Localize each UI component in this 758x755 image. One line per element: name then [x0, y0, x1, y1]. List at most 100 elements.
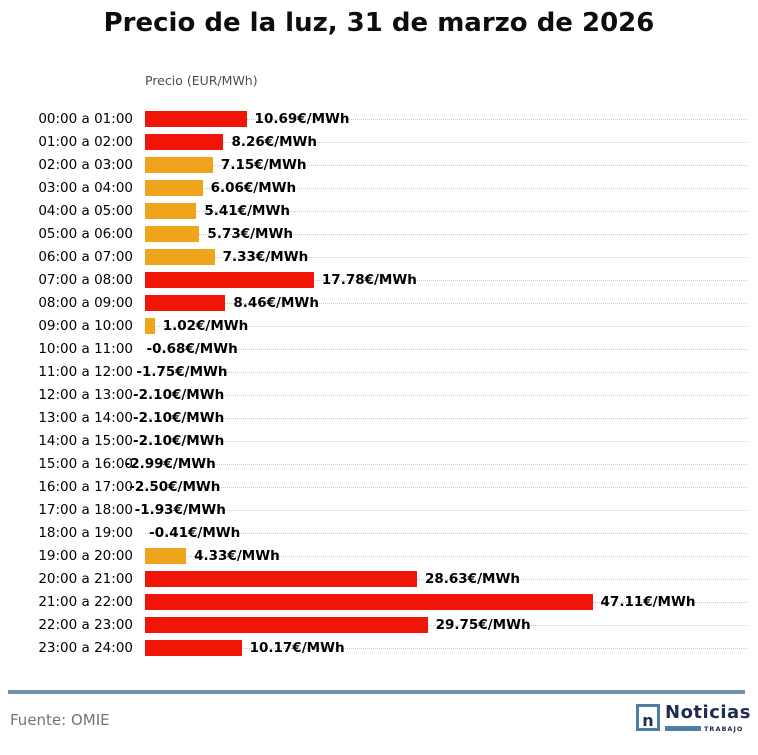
chart-row: 8.46€/MWh 08:00 a 09:00: [0, 292, 758, 315]
row-gridline: [145, 119, 748, 120]
value-label: -0.41€/MWh: [149, 525, 241, 541]
value-label: 7.15€/MWh: [220, 157, 307, 173]
value-label: -0.68€/MWh: [146, 341, 238, 357]
hour-label: 23:00 a 24:00: [38, 640, 133, 656]
chart-row: 7.33€/MWh 06:00 a 07:00: [0, 246, 758, 269]
value-label: 7.33€/MWh: [222, 249, 309, 265]
chart-row: 1.02€/MWh 09:00 a 10:00: [0, 315, 758, 338]
row-gridline: [145, 234, 748, 235]
chart-row: -2.50€/MWh 16:00 a 17:00: [0, 476, 758, 499]
value-label: 5.41€/MWh: [204, 203, 290, 219]
hour-label: 21:00 a 22:00: [38, 594, 133, 610]
row-gridline: [145, 372, 748, 373]
price-bar: [145, 295, 226, 311]
price-bar: [145, 157, 213, 173]
row-gridline: [145, 510, 748, 511]
chart-row: -2.10€/MWh 14:00 a 15:00: [0, 430, 758, 453]
value-label: 5.73€/MWh: [207, 226, 293, 242]
row-gridline: [145, 648, 748, 649]
chart-row: 5.73€/MWh 05:00 a 06:00: [0, 223, 758, 246]
page-title: Precio de la luz, 31 de marzo de 2026: [103, 8, 655, 38]
hour-label: 13:00 a 14:00: [38, 410, 133, 426]
price-bar: [145, 180, 203, 196]
axis-title: Precio (EUR/MWh): [145, 73, 258, 88]
row-gridline: [145, 211, 748, 212]
row-gridline: [145, 487, 748, 488]
value-label: -2.50€/MWh: [129, 479, 221, 495]
row-gridline: [145, 303, 748, 304]
chart-row: -2.10€/MWh 13:00 a 14:00: [0, 407, 758, 430]
hour-label: 12:00 a 13:00: [38, 387, 133, 403]
hour-label: 02:00 a 03:00: [38, 157, 133, 173]
chart-row: 28.63€/MWh 20:00 a 21:00: [0, 568, 758, 591]
row-gridline: [145, 280, 748, 281]
hour-label: 20:00 a 21:00: [38, 571, 133, 587]
hour-label: 15:00 a 16:00: [38, 456, 133, 472]
chart-row: -2.10€/MWh 12:00 a 13:00: [0, 384, 758, 407]
value-label: 4.33€/MWh: [194, 548, 280, 564]
chart-row: 10.69€/MWh 00:00 a 01:00: [0, 108, 758, 131]
hour-label: 19:00 a 20:00: [38, 548, 133, 564]
hour-label: 16:00 a 17:00: [38, 479, 133, 495]
price-bar: [145, 272, 314, 288]
price-bar: [145, 226, 200, 242]
hour-label: 17:00 a 18:00: [38, 502, 133, 518]
chart-row: 29.75€/MWh 22:00 a 23:00: [0, 614, 758, 637]
hour-label: 00:00 a 01:00: [38, 111, 133, 127]
hour-label: 09:00 a 10:00: [38, 318, 133, 334]
row-gridline: [145, 349, 748, 350]
chart-row: 17.78€/MWh 07:00 a 08:00: [0, 269, 758, 292]
price-bar: [145, 594, 593, 610]
price-bar: [145, 318, 155, 334]
hour-label: 08:00 a 09:00: [38, 295, 133, 311]
value-label: -1.75€/MWh: [136, 364, 228, 380]
hour-label: 22:00 a 23:00: [38, 617, 133, 633]
row-gridline: [145, 533, 748, 534]
chart-row: 4.33€/MWh 19:00 a 20:00: [0, 545, 758, 568]
price-bar: [145, 203, 197, 219]
row-gridline: [145, 257, 748, 258]
noticias-trabajo-logo: n Noticias TRABAJO: [636, 702, 751, 733]
logo-n-letter: n: [639, 707, 657, 728]
value-label: 28.63€/MWh: [424, 571, 520, 587]
price-bar: [145, 134, 224, 150]
price-bar: [145, 640, 242, 656]
price-bar: [145, 617, 428, 633]
hour-label: 10:00 a 11:00: [38, 341, 133, 357]
source-credit: Fuente: OMIE: [10, 711, 110, 729]
logo-bar: [665, 726, 701, 732]
price-bar: [145, 571, 417, 587]
hour-label: 11:00 a 12:00: [38, 364, 133, 380]
price-bar: [145, 548, 187, 564]
hour-label: 06:00 a 07:00: [38, 249, 133, 265]
value-label: 6.06€/MWh: [210, 180, 297, 196]
hour-label: 03:00 a 04:00: [38, 180, 133, 196]
value-label: -2.10€/MWh: [133, 387, 225, 403]
hour-label: 04:00 a 05:00: [38, 203, 133, 219]
chart-row: -0.41€/MWh 18:00 a 19:00: [0, 522, 758, 545]
hour-label: 18:00 a 19:00: [38, 525, 133, 541]
chart-row: 8.26€/MWh 01:00 a 02:00: [0, 131, 758, 154]
row-gridline: [145, 579, 748, 580]
value-label: 47.11€/MWh: [600, 594, 696, 610]
chart-row: 7.15€/MWh 02:00 a 03:00: [0, 154, 758, 177]
chart-row: 5.41€/MWh 04:00 a 05:00: [0, 200, 758, 223]
price-bar: [145, 249, 215, 265]
row-gridline: [145, 441, 748, 442]
chart-row: -1.93€/MWh 17:00 a 18:00: [0, 499, 758, 522]
row-gridline: [145, 165, 748, 166]
row-gridline: [145, 418, 748, 419]
logo-text: Noticias TRABAJO: [665, 702, 751, 733]
chart-row: -0.68€/MWh 10:00 a 11:00: [0, 338, 758, 361]
value-label: -1.93€/MWh: [134, 502, 226, 518]
footer-divider: [8, 690, 745, 694]
row-gridline: [145, 464, 748, 465]
value-label: -2.10€/MWh: [133, 410, 225, 426]
hour-label: 14:00 a 15:00: [38, 433, 133, 449]
bar-chart: 10.69€/MWh 00:00 a 01:00 8.26€/MWh 01:00 a …: [0, 108, 758, 661]
price-bar: [145, 111, 247, 127]
logo-brand: Noticias: [665, 702, 751, 723]
chart-row: -2.99€/MWh 15:00 a 16:00: [0, 453, 758, 476]
value-label: 17.78€/MWh: [321, 272, 417, 288]
logo-n-icon: n: [636, 704, 660, 731]
